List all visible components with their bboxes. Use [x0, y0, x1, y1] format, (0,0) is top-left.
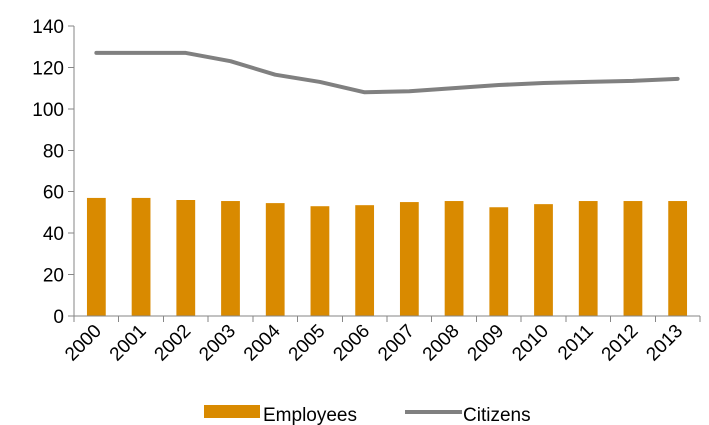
plot-area: [86, 50, 688, 316]
y-tick-label: 80: [43, 141, 64, 162]
bar-employees: [131, 197, 151, 316]
x-tick-label: 2008: [419, 321, 464, 366]
x-tick-label: 2006: [329, 321, 374, 366]
x-tick-label: 2009: [464, 321, 509, 366]
x-tick-label: 2001: [106, 321, 151, 366]
x-tick-label: 2000: [61, 321, 106, 366]
y-axis: 0 20 40 60 80 100 120 140: [32, 17, 75, 328]
bar-employees: [399, 202, 419, 316]
bar-employees: [310, 206, 330, 316]
bar-employees: [265, 203, 285, 316]
y-tick-label: 40: [43, 224, 64, 245]
bar-employees: [355, 205, 375, 316]
bar-employees: [578, 201, 598, 316]
bar-employees: [623, 201, 643, 316]
x-tick-label: 2011: [554, 321, 598, 365]
bar-employees: [444, 201, 464, 316]
y-tick-label: 60: [43, 183, 64, 204]
y-tick-label: 140: [32, 17, 64, 38]
y-tick-label: 120: [32, 58, 64, 79]
y-tick-label: 20: [43, 266, 64, 287]
legend-swatch-employees: [204, 405, 260, 418]
x-tick-label: 2005: [285, 321, 330, 366]
y-tick-label: 100: [32, 100, 64, 121]
line-citizens: [94, 50, 680, 95]
x-tick-label: 2007: [374, 321, 419, 366]
legend-label-citizens: Citizens: [463, 405, 531, 425]
bar-employees: [668, 201, 688, 316]
bar-employees: [86, 197, 106, 316]
y-tick-label: 0: [53, 307, 64, 328]
x-tick-label: 2003: [195, 321, 240, 366]
bar-employees: [176, 200, 196, 316]
x-tick-label: 2012: [598, 321, 643, 366]
bar-employees: [534, 204, 553, 316]
legend-label-employees: Employees: [263, 405, 357, 425]
legend: Employees Citizens: [204, 405, 531, 425]
x-tick-label: 2010: [508, 321, 553, 366]
x-tick-label: 2002: [151, 321, 196, 366]
x-tick-label: 2004: [240, 320, 285, 365]
bar-employees: [221, 201, 240, 316]
x-tick-label: 2013: [642, 321, 687, 366]
x-axis: 2000 2001 2002 2003 2004 2005 2006 2007 2008 2009…: [61, 315, 701, 366]
bar-employees: [489, 207, 509, 316]
